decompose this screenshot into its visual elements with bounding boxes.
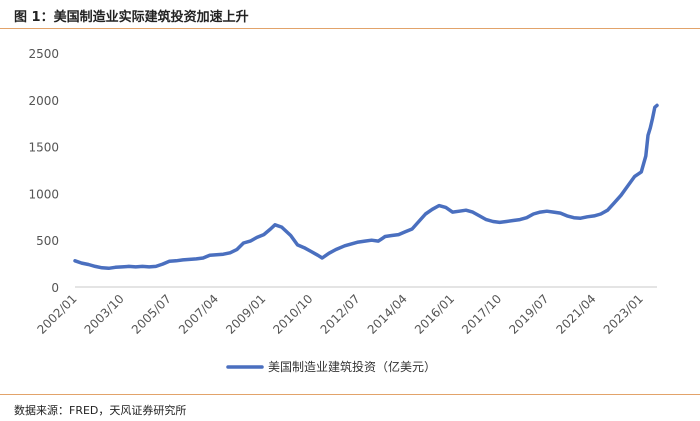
y-tick-label: 500 [36,234,59,248]
series-line [73,103,659,271]
source-divider [0,394,700,395]
x-tick-label: 2003/10 [82,292,127,337]
legend: 美国制造业建筑投资（亿美元） [226,359,436,374]
x-tick-label: 2012/07 [318,292,363,337]
y-tick-label: 2000 [28,94,59,108]
x-tick-label: 2010/10 [270,292,315,337]
y-tick-label: 0 [51,281,59,295]
x-tick-label: 2017/10 [459,292,504,337]
y-tick-label: 1000 [28,187,59,201]
x-tick-label: 2014/04 [365,292,410,337]
figure-title: 图 1：美国制造业实际建筑投资加速上升 [14,10,249,25]
x-tick-label: 2005/07 [129,292,174,337]
line-chart: 0 500 1000 1500 2000 2500 2002/01 2003/10 2005/… [28,47,659,374]
x-tick-label: 2023/01 [601,292,646,337]
title-divider [0,28,700,29]
y-tick-label: 1500 [28,141,59,155]
x-tick-label: 2007/04 [176,292,221,337]
x-tick-label: 2016/01 [412,292,457,337]
x-axis: 2002/01 2003/10 2005/07 2007/04 2009/01 2010/… [34,292,645,337]
x-tick-label: 2002/01 [34,292,79,337]
x-tick-label: 2009/01 [223,292,268,337]
x-tick-label: 2019/07 [506,292,551,337]
y-tick-label: 2500 [28,47,59,61]
x-tick-label: 2021/04 [554,292,599,337]
y-axis: 0 500 1000 1500 2000 2500 [28,47,59,295]
legend-label: 美国制造业建筑投资（亿美元） [268,359,436,374]
source-note: 数据来源：FRED，天风证券研究所 [14,404,187,417]
